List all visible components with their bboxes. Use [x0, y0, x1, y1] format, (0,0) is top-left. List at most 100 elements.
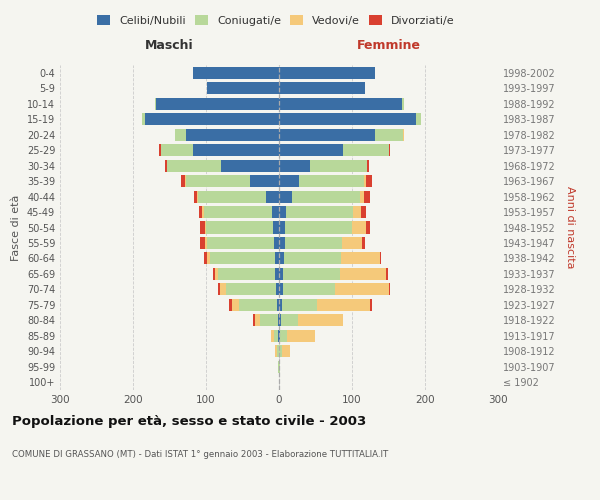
Bar [274, 330, 278, 342]
Bar [275, 268, 279, 280]
Bar [370, 299, 372, 311]
Bar [278, 314, 279, 326]
Bar [273, 222, 279, 234]
Bar [353, 206, 361, 218]
Bar [279, 330, 280, 342]
Bar [386, 268, 388, 280]
Bar [200, 222, 205, 234]
Bar [198, 190, 266, 202]
Bar [403, 128, 404, 140]
Bar [226, 284, 276, 296]
Bar [275, 252, 279, 264]
Bar [279, 268, 283, 280]
Bar [239, 299, 277, 311]
Bar [279, 113, 416, 125]
Bar [274, 237, 279, 249]
Bar [279, 314, 281, 326]
Bar [389, 284, 390, 296]
Bar [361, 206, 366, 218]
Bar [279, 206, 286, 218]
Bar [317, 299, 370, 311]
Bar [285, 237, 342, 249]
Bar [279, 361, 280, 373]
Bar [279, 346, 282, 358]
Bar [167, 160, 221, 172]
Bar [208, 252, 211, 264]
Bar [279, 82, 365, 94]
Bar [279, 128, 376, 140]
Bar [232, 299, 239, 311]
Bar [284, 252, 341, 264]
Bar [282, 346, 290, 358]
Bar [343, 144, 389, 156]
Bar [341, 252, 380, 264]
Bar [279, 66, 376, 79]
Bar [352, 222, 366, 234]
Y-axis label: Anni di nascita: Anni di nascita [565, 186, 575, 269]
Bar [159, 144, 161, 156]
Bar [278, 361, 279, 373]
Bar [255, 314, 260, 326]
Bar [401, 98, 404, 110]
Bar [299, 175, 364, 187]
Bar [200, 237, 205, 249]
Bar [204, 206, 272, 218]
Bar [181, 175, 185, 187]
Bar [218, 284, 220, 296]
Bar [279, 175, 299, 187]
Bar [161, 144, 193, 156]
Bar [279, 190, 292, 202]
Bar [298, 314, 343, 326]
Bar [286, 206, 353, 218]
Bar [212, 268, 215, 280]
Bar [283, 268, 340, 280]
Bar [204, 252, 208, 264]
Bar [194, 190, 197, 202]
Bar [342, 237, 362, 249]
Bar [287, 330, 315, 342]
Bar [360, 190, 364, 202]
Bar [253, 314, 255, 326]
Bar [272, 206, 279, 218]
Bar [285, 222, 352, 234]
Y-axis label: Fasce di età: Fasce di età [11, 194, 21, 260]
Bar [175, 128, 185, 140]
Bar [282, 299, 317, 311]
Bar [199, 206, 202, 218]
Bar [185, 175, 250, 187]
Bar [165, 160, 167, 172]
Bar [283, 284, 335, 296]
Bar [145, 113, 279, 125]
Bar [205, 222, 206, 234]
Bar [279, 98, 401, 110]
Bar [279, 160, 310, 172]
Bar [279, 237, 285, 249]
Legend: Celibi/Nubili, Coniugati/e, Vedovi/e, Divorziati/e: Celibi/Nubili, Coniugati/e, Vedovi/e, Di… [93, 10, 459, 30]
Bar [211, 252, 275, 264]
Bar [206, 222, 273, 234]
Bar [380, 252, 381, 264]
Bar [364, 175, 366, 187]
Bar [292, 190, 360, 202]
Bar [389, 144, 390, 156]
Bar [279, 284, 283, 296]
Bar [276, 284, 279, 296]
Bar [281, 314, 298, 326]
Bar [157, 98, 279, 110]
Bar [376, 128, 403, 140]
Bar [367, 160, 369, 172]
Bar [416, 113, 421, 125]
Bar [279, 144, 343, 156]
Bar [197, 190, 198, 202]
Bar [266, 190, 279, 202]
Bar [277, 346, 279, 358]
Bar [215, 268, 218, 280]
Bar [142, 113, 145, 125]
Text: Maschi: Maschi [145, 39, 194, 52]
Bar [275, 346, 277, 358]
Bar [208, 82, 279, 94]
Bar [364, 190, 370, 202]
Bar [250, 175, 279, 187]
Text: Femmine: Femmine [356, 39, 421, 52]
Text: Popolazione per età, sesso e stato civile - 2003: Popolazione per età, sesso e stato civil… [12, 415, 366, 428]
